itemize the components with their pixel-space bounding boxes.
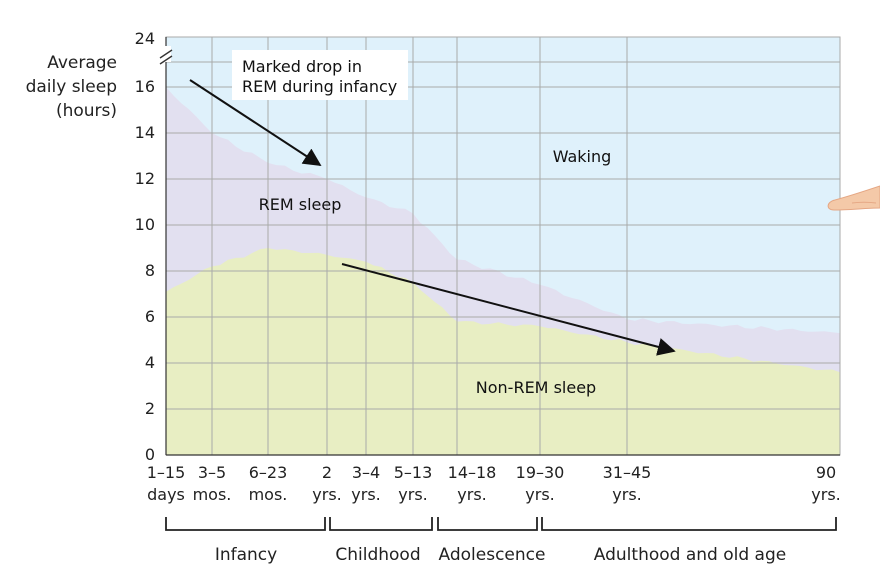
x-tick-label-line1: 1–15 bbox=[147, 463, 186, 482]
axes bbox=[159, 37, 840, 456]
y-axis-label: Average daily sleep (hours) bbox=[26, 53, 117, 121]
x-tick-label-line1: 14–18 bbox=[448, 463, 497, 482]
y-tick-label: 16 bbox=[135, 77, 155, 96]
arrow-nonrem-decline bbox=[341, 263, 676, 356]
x-tick-label-line2: yrs. bbox=[525, 485, 554, 504]
axis-break-mark-2 bbox=[159, 55, 173, 65]
x-tick-label-line1: 3–5 bbox=[198, 463, 226, 482]
y-tick-label: 24 bbox=[135, 29, 155, 48]
arrow-rem-drop bbox=[189, 79, 322, 166]
x-tick-label-line2: yrs. bbox=[351, 485, 380, 504]
y-tick-label: 8 bbox=[145, 261, 155, 280]
x-tick-label-line1: 5–13 bbox=[394, 463, 433, 482]
stage-label: Adulthood and old age bbox=[594, 545, 786, 565]
x-tick-label-line1: 31–45 bbox=[603, 463, 652, 482]
label-rem-sleep: REM sleep bbox=[259, 195, 342, 214]
stage-label: Childhood bbox=[335, 545, 420, 565]
x-tick-label-line2: yrs. bbox=[612, 485, 641, 504]
x-tick-label-line1: 6–23 bbox=[249, 463, 288, 482]
y-axis-label-line-1: Average bbox=[47, 53, 117, 73]
x-tick-label-line2: yrs. bbox=[312, 485, 341, 504]
x-tick-label-line1: 19–30 bbox=[516, 463, 565, 482]
label-nonrem-sleep: Non-REM sleep bbox=[476, 378, 596, 397]
stage-bracket bbox=[437, 517, 538, 531]
area-nonrem-sleep bbox=[166, 248, 840, 455]
y-tick-label: 14 bbox=[135, 123, 155, 142]
y-tick-label: 10 bbox=[135, 215, 155, 234]
hand-icon bbox=[827, 185, 880, 211]
annotations: Marked drop in REM during infancy Waking… bbox=[232, 50, 611, 397]
life-stage-brackets: Infancy Childhood Adolescence Adulthood and… bbox=[165, 517, 837, 565]
x-tick-label-line2: yrs. bbox=[811, 485, 840, 504]
annotation-box bbox=[232, 50, 408, 100]
stage-bracket bbox=[329, 517, 433, 531]
annotation-rem-drop-line-2: REM during infancy bbox=[242, 77, 397, 96]
x-tick-label-line2: yrs. bbox=[457, 485, 486, 504]
x-tick-label-line1: 90 bbox=[816, 463, 836, 482]
x-tick-labels: 1–15 days 3–5 mos. 6–23 mos. 2 yrs. 3–4 yrs. 5–13 y… bbox=[147, 463, 841, 504]
axis-break-mark-1 bbox=[159, 49, 173, 59]
annotation-rem-drop-line-1: Marked drop in bbox=[242, 57, 362, 76]
stage-label: Adolescence bbox=[439, 545, 546, 565]
x-tick-label-line2: yrs. bbox=[398, 485, 427, 504]
stage-bracket bbox=[165, 517, 326, 531]
arrows bbox=[189, 79, 676, 356]
x-tick-label-line2: mos. bbox=[249, 485, 288, 504]
y-tick-label: 0 bbox=[145, 445, 155, 464]
y-tick-label: 4 bbox=[145, 353, 155, 372]
label-waking: Waking bbox=[553, 147, 612, 166]
y-axis-label-line-3: (hours) bbox=[56, 101, 117, 121]
y-axis-label-line-2: daily sleep bbox=[26, 77, 117, 97]
y-tick-label: 6 bbox=[145, 307, 155, 326]
x-tick-label-line1: 3–4 bbox=[352, 463, 380, 482]
stage-bracket bbox=[541, 517, 837, 531]
x-tick-label-line1: 2 bbox=[322, 463, 332, 482]
x-tick-label-line2: mos. bbox=[193, 485, 232, 504]
stage-label: Infancy bbox=[215, 545, 277, 565]
grid-lines bbox=[165, 36, 841, 456]
x-tick-label-line2: days bbox=[147, 485, 185, 504]
y-tick-label: 2 bbox=[145, 399, 155, 418]
y-tick-label: 12 bbox=[135, 169, 155, 188]
